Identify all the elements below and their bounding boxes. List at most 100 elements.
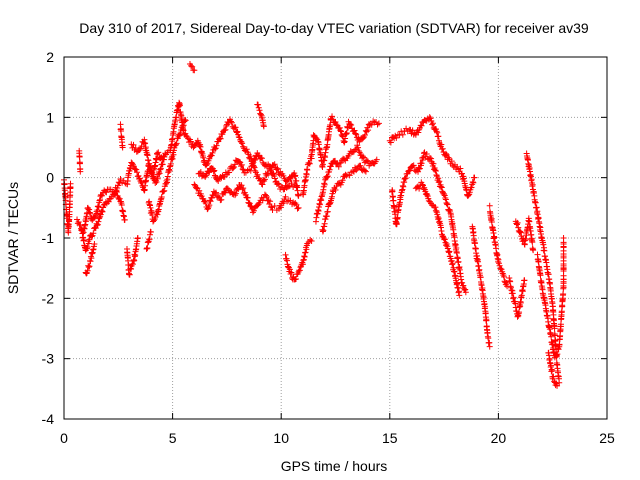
data-point	[85, 264, 92, 271]
data-point	[113, 189, 120, 196]
data-point	[206, 202, 213, 209]
data-point	[359, 153, 366, 160]
data-point	[554, 382, 561, 389]
data-point	[100, 204, 107, 211]
data-point	[495, 256, 502, 263]
data-point	[239, 186, 246, 193]
data-point	[131, 257, 138, 264]
data-point	[134, 235, 141, 241]
data-point	[268, 204, 275, 211]
data-point	[295, 204, 302, 211]
data-point	[345, 124, 352, 131]
data-point	[209, 149, 216, 156]
data-point	[427, 115, 434, 122]
data-point	[526, 218, 533, 225]
data-point	[335, 163, 342, 170]
data-point	[306, 160, 313, 167]
data-point	[153, 178, 160, 185]
data-point	[353, 131, 360, 138]
data-point	[537, 272, 544, 279]
data-point	[274, 165, 281, 172]
data-point	[419, 157, 426, 164]
data-point	[211, 172, 218, 179]
data-point	[327, 163, 334, 170]
data-point	[468, 184, 475, 191]
data-point	[173, 141, 180, 148]
data-point	[497, 265, 504, 272]
data-point	[357, 162, 364, 169]
data-point	[294, 205, 301, 212]
data-point	[84, 267, 91, 274]
data-point	[148, 170, 155, 177]
data-point	[448, 158, 455, 165]
data-point	[126, 271, 133, 278]
data-point	[239, 140, 246, 147]
data-point	[149, 169, 156, 176]
data-point	[304, 240, 311, 247]
data-point	[361, 131, 368, 138]
data-point	[208, 194, 215, 201]
data-point	[118, 201, 125, 208]
data-point	[347, 121, 354, 128]
data-point	[77, 168, 84, 175]
data-point	[182, 117, 189, 124]
data-point	[516, 229, 523, 236]
data-point	[196, 187, 203, 194]
data-point	[280, 172, 287, 179]
data-point	[267, 198, 274, 205]
data-point	[362, 168, 369, 175]
data-point	[160, 188, 167, 195]
data-point	[540, 241, 547, 248]
data-point	[133, 166, 140, 173]
data-point	[321, 181, 328, 188]
x-tick-label: 10	[273, 430, 289, 446]
data-point	[444, 201, 451, 208]
data-point	[267, 163, 274, 170]
data-point	[213, 189, 220, 196]
data-point	[231, 161, 238, 168]
data-point	[363, 128, 370, 135]
data-point	[130, 141, 137, 148]
data-point	[486, 343, 493, 350]
data-point	[228, 119, 235, 126]
data-point	[212, 145, 219, 152]
data-point	[86, 263, 93, 270]
data-point	[503, 279, 510, 286]
data-point	[333, 121, 340, 128]
y-tick-label: -3	[42, 351, 55, 367]
data-point	[87, 210, 94, 217]
data-point	[208, 164, 215, 171]
data-point	[343, 130, 350, 137]
data-point	[295, 192, 302, 199]
data-point	[277, 204, 284, 211]
data-point	[533, 204, 540, 211]
data-point	[446, 206, 453, 213]
data-point	[156, 170, 163, 177]
data-point	[393, 221, 400, 228]
data-point	[222, 189, 229, 196]
data-point	[203, 161, 210, 168]
data-point	[462, 289, 469, 296]
data-point	[160, 156, 167, 163]
y-tick-label: 1	[46, 109, 54, 125]
data-point	[339, 177, 346, 184]
data-point	[147, 164, 154, 171]
data-point	[99, 208, 106, 215]
data-point	[522, 235, 529, 242]
data-point	[269, 170, 276, 177]
data-point	[415, 129, 422, 136]
data-point	[409, 162, 416, 169]
data-point	[375, 120, 382, 127]
data-point	[353, 167, 360, 174]
data-point	[435, 133, 442, 140]
data-point	[551, 325, 558, 332]
data-point	[271, 161, 278, 168]
data-point	[88, 255, 95, 262]
data-point	[418, 122, 425, 129]
data-point	[551, 379, 558, 386]
data-point	[490, 229, 497, 236]
data-point	[545, 271, 552, 278]
data-point	[226, 169, 233, 176]
data-point	[365, 127, 372, 134]
data-point	[240, 143, 247, 150]
